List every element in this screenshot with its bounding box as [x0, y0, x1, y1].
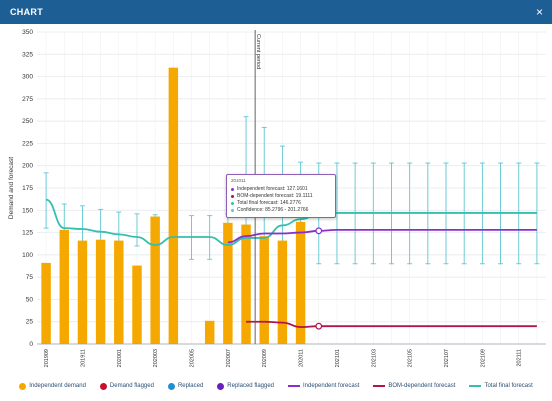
y-tick-label: 125 — [22, 230, 33, 237]
confidence-bar — [98, 208, 104, 245]
legend-dot-icon — [217, 382, 225, 390]
x-tick-label: 201909 — [44, 349, 50, 367]
y-tick-label: 325 — [22, 51, 33, 58]
tooltip-dot-icon — [231, 208, 234, 212]
tooltip-dot-icon — [231, 187, 234, 191]
x-tick-label: 201911 — [80, 349, 86, 367]
legend-item[interactable]: Demand flagged — [99, 382, 154, 390]
x-tick-label: 202001 — [117, 349, 123, 367]
x-tick-label: 202007 — [226, 349, 232, 367]
legend-item[interactable]: Total final forecast — [469, 383, 533, 389]
chart-legend: Independent demand Demand flagged Replaced… — [0, 378, 552, 394]
legend-item[interactable]: BOM-dependent forecast — [373, 383, 455, 389]
legend-line-icon — [288, 385, 300, 387]
x-tick-label: 202005 — [190, 349, 196, 367]
demand-bar — [77, 240, 88, 344]
series-line — [45, 198, 537, 246]
legend-item[interactable]: Independent forecast — [288, 383, 359, 389]
legend-label: Demand flagged — [109, 383, 154, 389]
y-tick-label: 0 — [29, 341, 33, 348]
y-tick-label: 300 — [22, 74, 33, 81]
demand-bar — [223, 222, 233, 344]
x-tick-label: 202103 — [371, 349, 377, 367]
y-tick-label: 175 — [22, 185, 33, 192]
tooltip-row: Confidence: 85.2796 - 201.2766 — [231, 207, 331, 213]
tooltip-row: BOM-dependent forecast: 19.1111 — [231, 193, 331, 199]
legend-item[interactable]: Independent demand — [19, 382, 86, 390]
x-tick-label: 202003 — [153, 349, 159, 367]
y-tick-label: 275 — [22, 96, 33, 103]
x-tick-label: 202107 — [444, 349, 450, 367]
tooltip-text: BOM-dependent forecast: 19.1111 — [237, 193, 313, 199]
demand-bar — [204, 320, 215, 344]
demand-bar — [95, 239, 106, 344]
tooltip-dot-icon — [231, 194, 234, 198]
x-tick-label: 202111 — [517, 349, 523, 367]
legend-item[interactable]: Replaced — [167, 382, 204, 390]
y-tick-label: 50 — [26, 296, 34, 303]
demand-bar — [132, 265, 142, 344]
forecast-lines — [45, 198, 537, 330]
legend-dot-icon — [19, 382, 27, 390]
demand-bar — [295, 221, 306, 344]
demand-bar — [59, 229, 69, 344]
y-tick-label: 350 — [22, 29, 33, 36]
demand-bar — [150, 216, 160, 344]
legend-line-icon — [373, 385, 386, 387]
x-tick-label: 202011 — [299, 349, 305, 367]
y-tick-label: 250 — [22, 118, 33, 125]
demand-forecast-chart: 0 25 50 75 100 125 150 175 200 225 250 275 300 325 350… — [8, 29, 546, 367]
tooltip-text: Confidence: 85.2796 - 201.2766 — [237, 207, 309, 213]
y-tick-label: 150 — [22, 207, 33, 214]
y-axis-label: Demand and forecast — [8, 157, 15, 219]
tooltip-text: Total final forecast: 146.2776 — [237, 200, 301, 206]
legend-label: BOM-dependent forecast — [388, 383, 456, 389]
window-title: CHART — [10, 7, 43, 17]
axes: 0 25 50 75 100 125 150 175 200 225 250 275 300 325 350… — [8, 29, 546, 367]
legend-label: Replaced — [177, 383, 204, 389]
confidence-bar — [134, 213, 140, 247]
tooltip-dot-icon — [231, 201, 234, 205]
legend-line-icon — [469, 385, 482, 387]
confidence-bar — [79, 205, 85, 245]
data-tooltip: 201011 Independent forecast: 127.1601 BOM… — [226, 174, 336, 218]
legend-label: Replaced flagged — [227, 383, 274, 389]
demand-bar — [259, 236, 269, 344]
confidence-bar — [116, 211, 122, 245]
tooltip-row: Independent forecast: 127.1601 — [231, 186, 331, 192]
series-line — [227, 228, 537, 244]
tooltip-row: Total final forecast: 146.2776 — [231, 200, 331, 206]
demand-bar — [114, 240, 124, 344]
chart-title-bar: CHART × — [0, 0, 552, 24]
highlight-marker — [315, 322, 323, 330]
legend-label: Total final forecast — [484, 383, 533, 389]
tooltip-text: Independent forecast: 127.1601 — [237, 186, 308, 192]
x-tick-label: 202009 — [262, 349, 268, 367]
legend-dot-icon — [167, 382, 175, 390]
demand-bar — [277, 240, 288, 344]
x-tick-label: 202101 — [335, 349, 341, 367]
demand-bars — [41, 67, 306, 345]
y-tick-label: 200 — [22, 163, 33, 170]
y-tick-label: 100 — [22, 252, 33, 259]
y-tick-label: 75 — [26, 274, 34, 281]
current-period-label: Current period — [255, 34, 261, 69]
y-tick-label: 225 — [22, 140, 33, 147]
demand-bar — [41, 262, 51, 344]
demand-bar — [241, 224, 251, 344]
legend-label: Independent forecast — [303, 383, 360, 389]
y-tick-label: 25 — [26, 319, 34, 326]
tooltip-period: 201011 — [231, 178, 246, 183]
legend-item[interactable]: Replaced flagged — [217, 382, 274, 390]
x-tick-label: 202105 — [408, 349, 414, 367]
demand-bar — [168, 67, 179, 345]
close-icon[interactable]: × — [535, 5, 543, 19]
series-line — [246, 320, 537, 328]
x-tick-label: 202109 — [480, 349, 486, 367]
highlight-marker — [315, 227, 323, 235]
legend-label: Independent demand — [29, 383, 86, 389]
legend-dot-icon — [99, 382, 107, 390]
